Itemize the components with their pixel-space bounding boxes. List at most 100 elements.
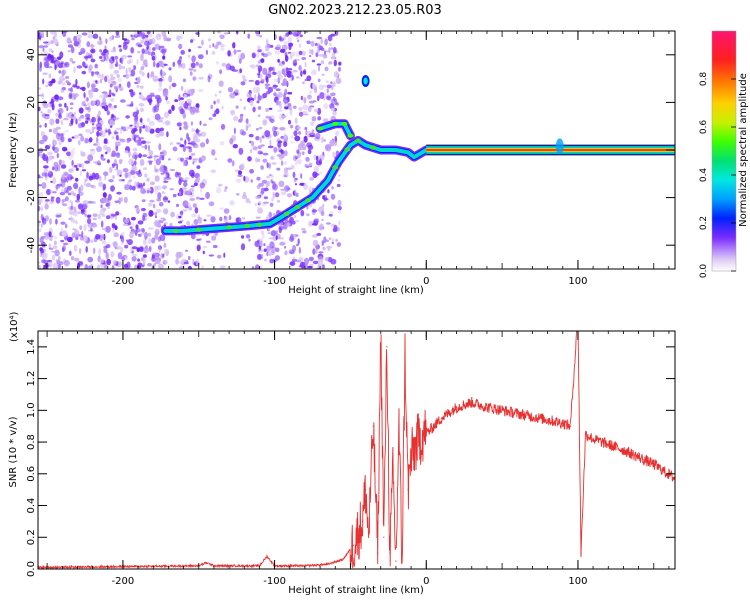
noise-speckle [142, 258, 146, 264]
ridge-peak [332, 121, 339, 126]
noise-speckle [326, 222, 331, 225]
noise-speckle [289, 236, 295, 242]
noise-speckle [160, 69, 163, 76]
noise-speckle [54, 235, 57, 240]
noise-speckle [243, 175, 246, 182]
noise-speckle [109, 98, 115, 102]
snr-multiplier: (x10⁴) [9, 311, 20, 342]
noise-speckle [152, 75, 159, 82]
noise-speckle [75, 118, 78, 125]
noise-speckle [110, 76, 116, 80]
noise-speckle [190, 185, 195, 188]
noise-speckle [180, 35, 183, 40]
noise-speckle [286, 223, 291, 227]
noise-speckle [163, 221, 169, 225]
noise-speckle [107, 193, 112, 201]
noise-speckle [192, 158, 199, 161]
noise-speckle [287, 51, 292, 54]
noise-speckle [169, 141, 174, 146]
noise-speckle [50, 180, 53, 183]
noise-speckle [41, 259, 46, 264]
noise-speckle [134, 139, 140, 143]
noise-speckle [133, 65, 137, 71]
noise-speckle [321, 218, 324, 221]
noise-speckle [158, 131, 165, 137]
noise-speckle [138, 92, 142, 95]
noise-speckle [330, 92, 336, 97]
noise-speckle [90, 239, 94, 244]
noise-speckle [68, 168, 74, 173]
noise-speckle [216, 31, 222, 34]
noise-speckle [117, 138, 124, 141]
noise-speckle [281, 160, 283, 166]
noise-speckle [44, 233, 49, 241]
noise-speckle [165, 96, 168, 101]
noise-speckle [75, 220, 78, 225]
snr-y-tick-label: 1.2 [26, 371, 37, 387]
noise-speckle [178, 215, 182, 219]
noise-speckle [105, 38, 108, 44]
noise-speckle [86, 41, 91, 48]
noise-speckle [99, 234, 105, 239]
noise-speckle [313, 154, 317, 161]
noise-speckle [131, 185, 136, 191]
noise-speckle [320, 60, 325, 65]
noise-speckle [251, 140, 255, 147]
noise-speckle [324, 239, 329, 242]
noise-speckle [334, 31, 339, 36]
noise-speckle [64, 61, 70, 68]
noise-speckle [154, 234, 159, 240]
noise-speckle [206, 214, 212, 217]
noise-speckle [117, 78, 122, 82]
noise-speckle [248, 200, 252, 204]
noise-speckle [124, 244, 129, 249]
noise-speckle [295, 192, 299, 197]
noise-speckle [274, 50, 281, 55]
noise-speckle [259, 137, 262, 144]
noise-speckle [106, 74, 109, 79]
noise-speckle [48, 261, 53, 268]
noise-speckle [200, 142, 206, 148]
noise-speckle [194, 107, 200, 113]
noise-speckle [99, 131, 106, 138]
noise-speckle [82, 61, 86, 67]
noise-speckle [203, 219, 207, 222]
noise-speckle [248, 238, 251, 242]
noise-speckle [208, 254, 215, 257]
noise-speckle [94, 172, 100, 180]
noise-speckle [42, 47, 45, 52]
noise-speckle [316, 42, 321, 50]
noise-speckle [274, 192, 280, 198]
noise-speckle [146, 190, 150, 194]
noise-speckle [257, 114, 261, 117]
noise-speckle [99, 55, 103, 60]
noise-speckle [149, 155, 153, 159]
noise-speckle [78, 133, 83, 137]
noise-speckle [40, 31, 44, 37]
noise-speckle [78, 51, 83, 56]
noise-speckle [156, 198, 161, 202]
noise-speckle [130, 47, 134, 54]
noise-speckle [152, 61, 156, 68]
snr-y-tick-label: 0.4 [26, 498, 37, 514]
noise-speckle [165, 176, 172, 180]
noise-speckle [199, 197, 205, 200]
ridge-peak [355, 138, 362, 143]
noise-speckle [60, 87, 65, 94]
noise-speckle [84, 137, 89, 144]
noise-speckle [144, 144, 148, 150]
noise-speckle [88, 175, 94, 181]
noise-speckle [191, 172, 195, 179]
noise-speckle [54, 31, 57, 39]
colorbar-label: Normalized spectral amplitude [738, 73, 749, 227]
noise-speckle [39, 124, 42, 128]
noise-speckle [241, 217, 245, 220]
noise-speckle [252, 146, 258, 151]
noise-speckle [327, 148, 330, 152]
noise-speckle [43, 50, 49, 58]
noise-speckle [283, 133, 287, 139]
noise-speckle [197, 88, 204, 92]
noise-speckle [283, 222, 288, 230]
noise-speckle [196, 238, 201, 241]
